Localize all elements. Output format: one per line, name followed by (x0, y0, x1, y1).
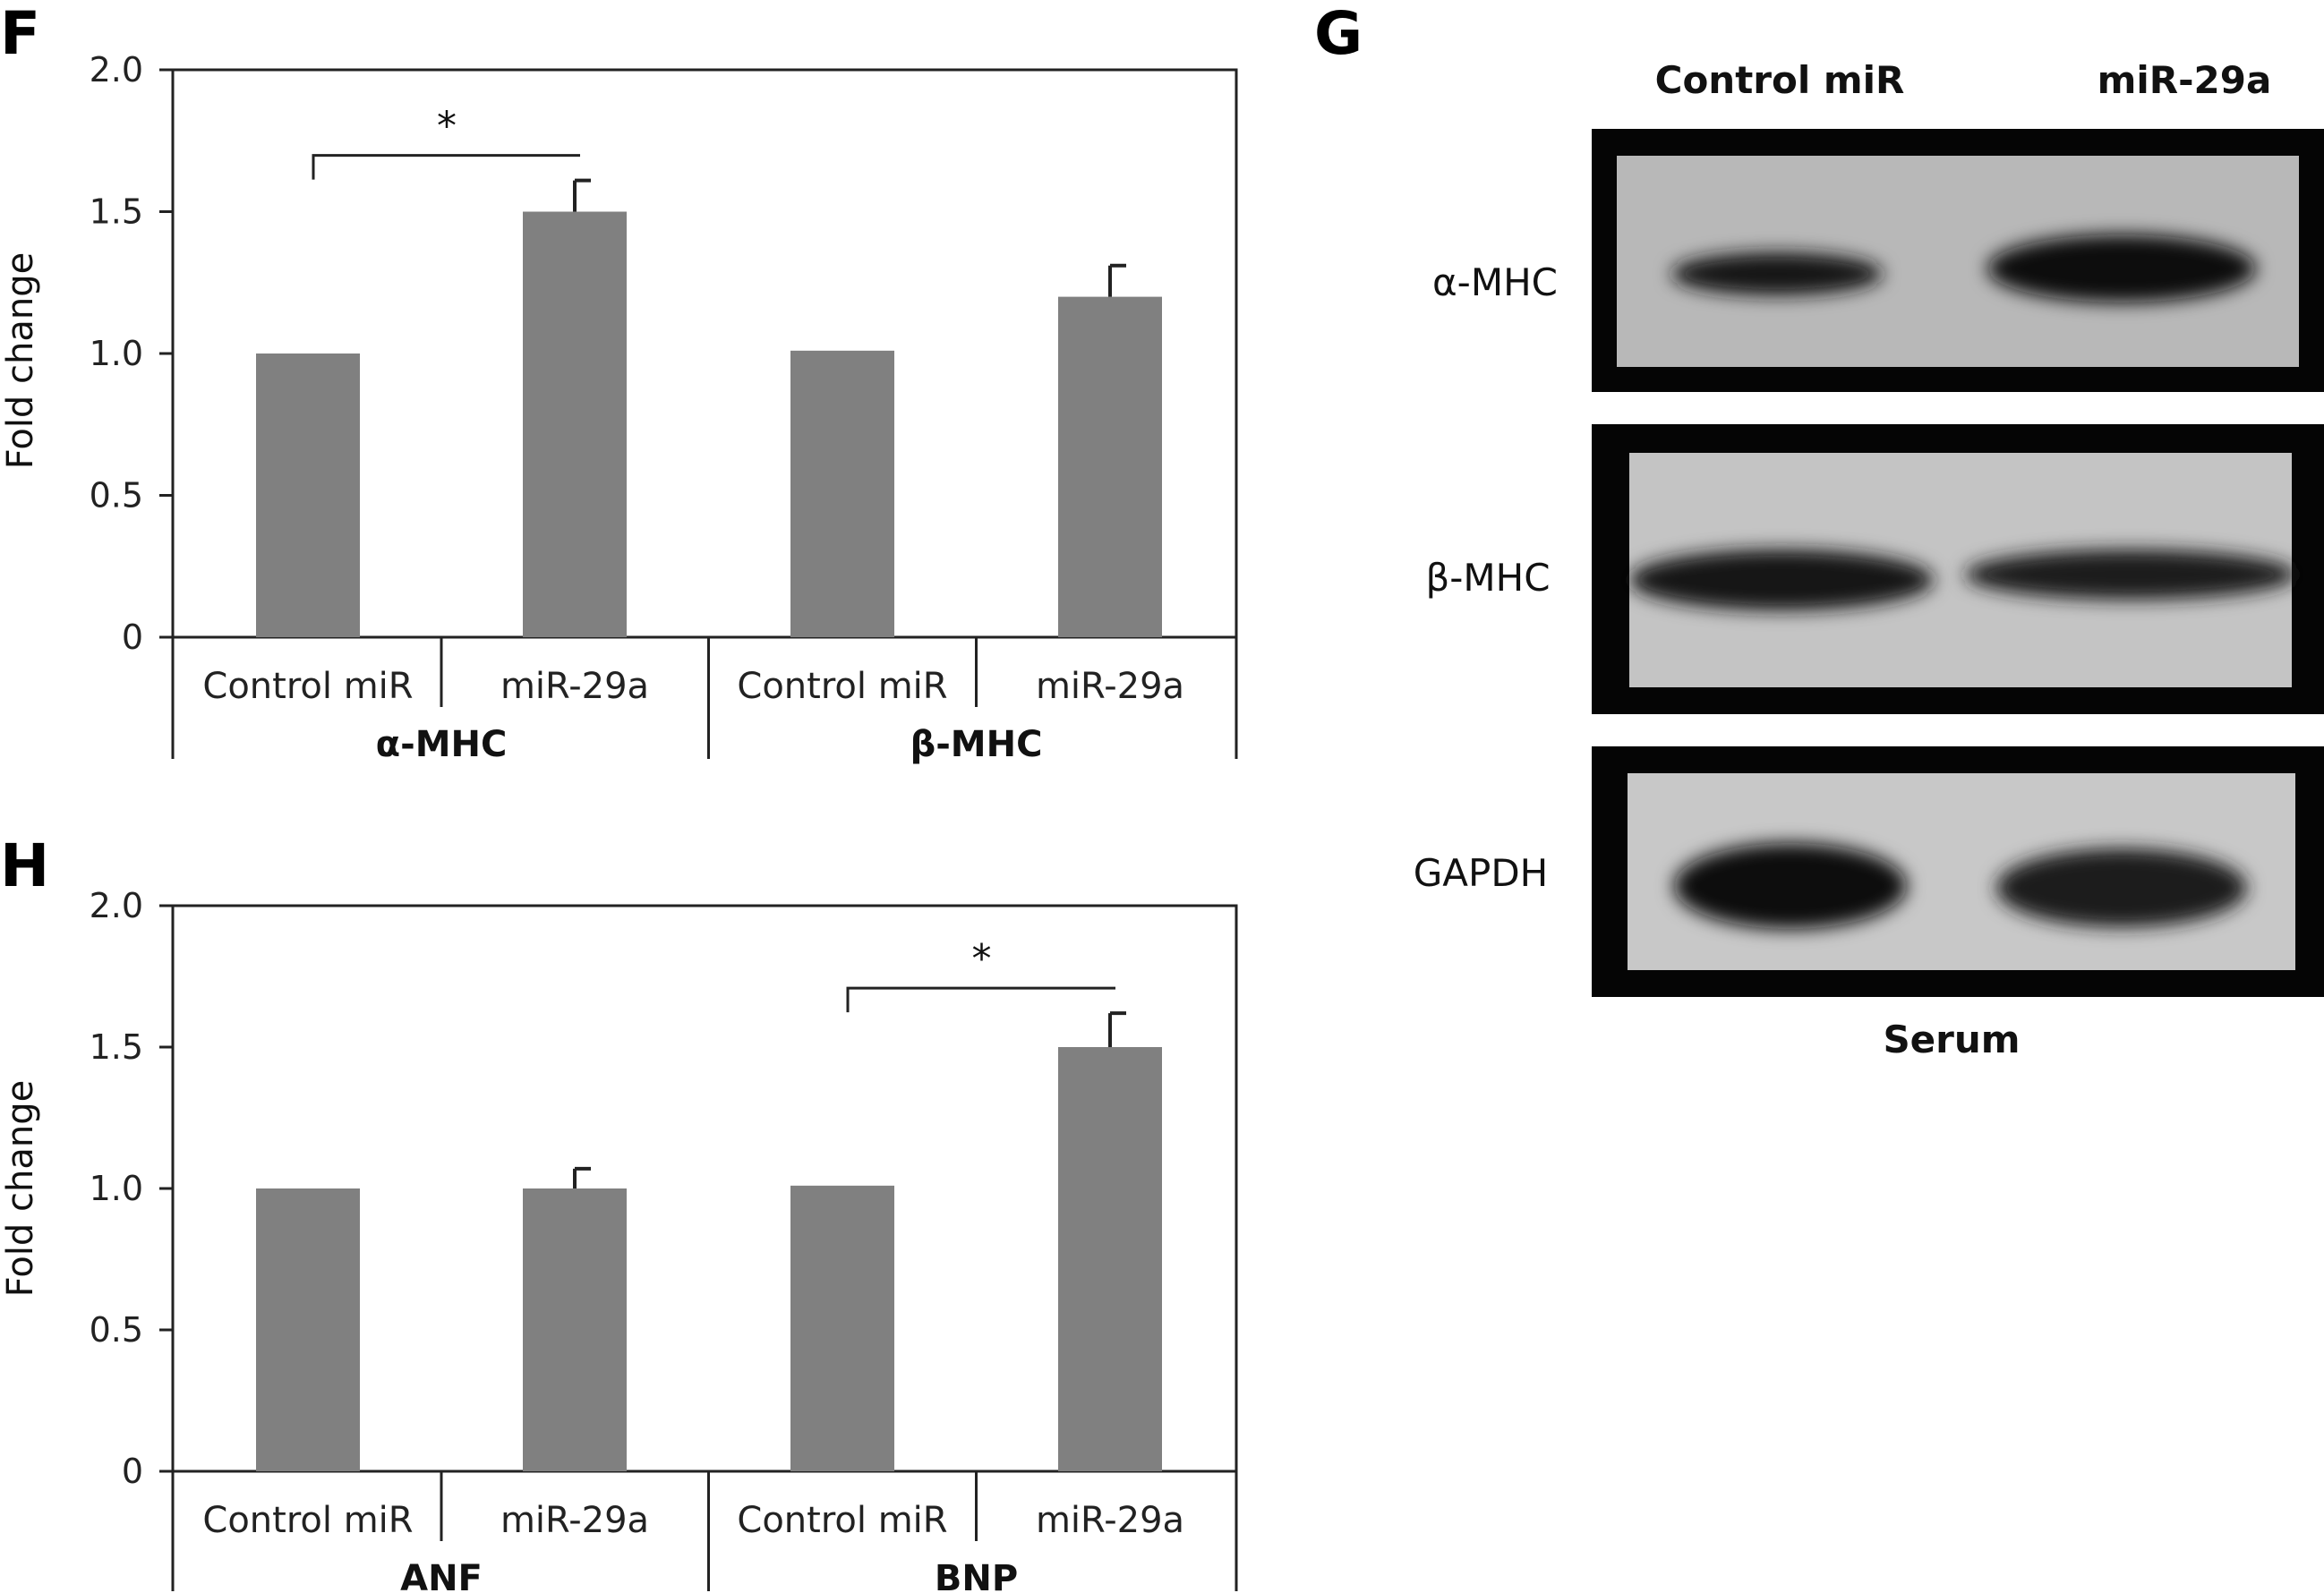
x-group-label: α-MHC (376, 724, 508, 765)
chart-f: Fold change 0 0.5 1.0 1.5 2.0 * Control … (0, 50, 1238, 765)
blot-column-header: miR-29a (2098, 58, 2272, 102)
x-category-label: miR-29a (1036, 1500, 1184, 1541)
y-tick-label: 0.5 (90, 476, 143, 515)
error-bar (573, 178, 591, 212)
significance: * (312, 104, 580, 180)
panel-label-g: G (1314, 0, 1363, 68)
y-tick-label: 1.0 (90, 1169, 143, 1208)
bar (790, 1185, 894, 1471)
bar (256, 1188, 360, 1471)
error-bar (1108, 263, 1126, 297)
x-category-label: Control miR (737, 666, 947, 707)
y-tick-label: 1.5 (90, 192, 143, 232)
blot-column-header: Control miR (1655, 58, 1905, 102)
error-bars (573, 178, 1126, 297)
x-category-label: Control miR (737, 1500, 947, 1541)
blot-band (1965, 549, 2296, 600)
y-tick-label: 1.0 (90, 334, 143, 373)
y-tick-label: 0 (122, 1452, 143, 1491)
y-tick-label: 0.5 (90, 1310, 143, 1350)
bar (1058, 296, 1162, 637)
blot-row-label: α-MHC (1432, 260, 1558, 304)
chart-h: Fold change 0 0.5 1.0 1.5 2.0 * Control … (0, 886, 1238, 1593)
significance-bracket (846, 986, 1115, 1013)
significance: * (846, 936, 1115, 1013)
blot-row-label: GAPDH (1414, 851, 1549, 895)
x-group-label: BNP (935, 1558, 1018, 1593)
significance-bracket (312, 154, 580, 180)
blot-band (1629, 549, 1934, 610)
blot-footer: Serum (1883, 1018, 2020, 1061)
x-category-label: miR-29a (500, 666, 649, 707)
x-axis-categories: Control miR miR-29a Control miR miR-29a … (171, 637, 1238, 765)
panel-label-h: H (0, 831, 49, 900)
axis-separators (171, 637, 1238, 759)
y-axis-label: Fold change (0, 252, 41, 469)
x-category-label: Control miR (202, 666, 413, 707)
x-category-label: Control miR (202, 1500, 413, 1541)
y-ticks: 0 0.5 1.0 1.5 2.0 (90, 50, 173, 657)
panel-label-f: F (0, 0, 40, 68)
y-tick-label: 0 (122, 618, 143, 657)
axis-separators (171, 1471, 1238, 1591)
blot-band (1674, 843, 1907, 929)
error-bar (1108, 1011, 1126, 1047)
western-blot: Control miR miR-29a α-MHC β-MHC GAPDH Se… (1414, 58, 2324, 1061)
x-group-label: β-MHC (910, 724, 1043, 765)
error-bars (573, 1011, 1126, 1188)
x-group-label: ANF (400, 1558, 483, 1593)
blot-strip-gapdh (1592, 746, 2324, 997)
bar (523, 211, 627, 637)
error-bar (573, 1166, 591, 1188)
significance-star: * (972, 936, 992, 982)
blot-strip-beta-mhc (1592, 424, 2324, 714)
x-axis-categories: Control miR miR-29a Control miR miR-29a … (171, 1471, 1238, 1593)
bars (256, 1047, 1162, 1471)
bar (1058, 1047, 1162, 1471)
bars (256, 211, 1162, 637)
blot-band (1671, 252, 1883, 295)
y-tick-label: 2.0 (90, 50, 143, 89)
x-category-label: miR-29a (500, 1500, 649, 1541)
y-tick-label: 2.0 (90, 886, 143, 925)
blot-strip-alpha-mhc (1592, 129, 2324, 392)
bar (523, 1188, 627, 1471)
x-category-label: miR-29a (1036, 666, 1184, 707)
bar (256, 354, 360, 637)
y-axis-label: Fold change (0, 1080, 41, 1297)
y-tick-label: 1.5 (90, 1027, 143, 1067)
blot-row-label: β-MHC (1425, 556, 1550, 600)
blot-band (1987, 234, 2256, 302)
significance-star: * (437, 104, 457, 149)
y-ticks: 0 0.5 1.0 1.5 2.0 (90, 886, 173, 1491)
bar (790, 350, 894, 637)
blot-band (1996, 848, 2247, 927)
